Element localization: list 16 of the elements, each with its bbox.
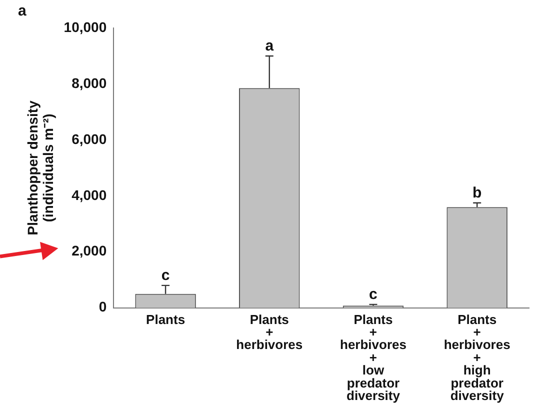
annotation: c <box>161 267 170 284</box>
y-tick-label: 6,000 <box>72 130 107 147</box>
x-tick-label: Plants <box>146 312 186 327</box>
y-tick-label: 10,000 <box>64 18 107 35</box>
x-tick-label: Plants + herbivores + low predator diversity <box>340 312 406 404</box>
annotation: a <box>265 38 274 55</box>
text: a <box>18 2 27 20</box>
y-tick-label: 4,000 <box>72 186 107 203</box>
x-tick-label: Plants + herbivores <box>236 312 303 352</box>
annotation: c <box>369 286 378 304</box>
x-tick-label: Plants + herbivores + high predator diversity <box>444 312 510 404</box>
annotation: b <box>472 184 482 202</box>
y-tick-label: 8,000 <box>72 74 107 91</box>
y-tick-label: 2,000 <box>72 242 107 259</box>
y-tick-label: 0 <box>98 298 107 315</box>
y-axis-title: Planthopper density (individuals m⁻²) <box>24 100 56 236</box>
